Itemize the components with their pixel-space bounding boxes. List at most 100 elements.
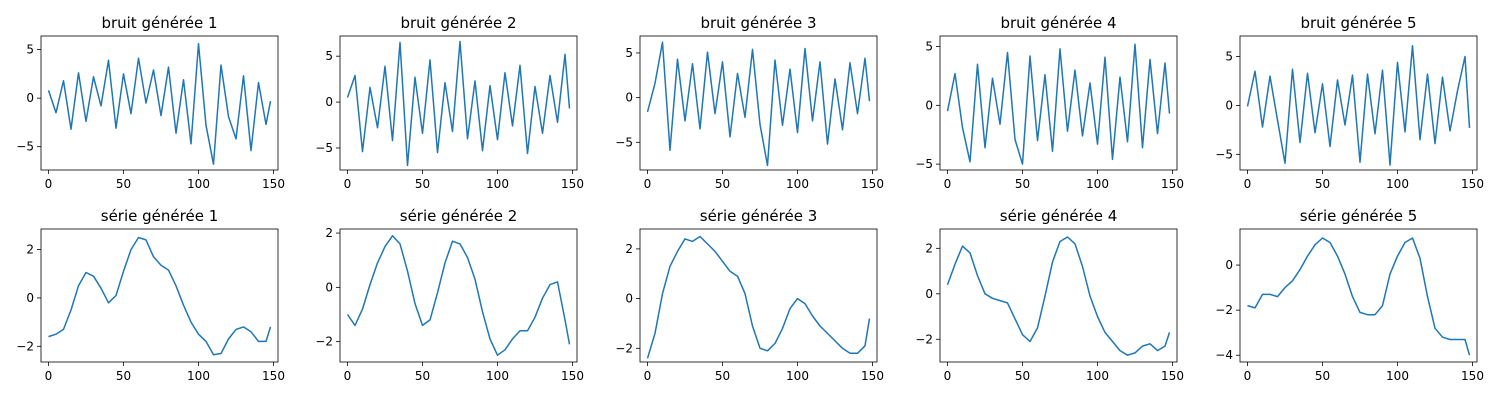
x-tick-label: 0 <box>1244 177 1252 191</box>
subplot-5: bruit générée 5 0 50 100 150 −5 0 5 <box>1215 14 1484 191</box>
chart-title: série générée 4 <box>1000 207 1117 225</box>
y-tick-label: 0 <box>925 287 933 301</box>
x-tick-label: 150 <box>861 369 884 383</box>
y-tick-label: −2 <box>915 332 933 346</box>
x-tick-label: 100 <box>486 177 509 191</box>
y-tick-label: 2 <box>925 241 933 255</box>
y-tick-label: 0 <box>625 292 633 306</box>
series-line <box>47 43 272 165</box>
x-tick-label: 50 <box>116 177 131 191</box>
x-tick-label: 100 <box>786 177 809 191</box>
x-tick-label: 150 <box>262 369 285 383</box>
x-tick-label: 150 <box>1161 369 1184 383</box>
x-tick-label: 50 <box>715 177 730 191</box>
subplot-2: bruit générée 2 0 50 100 150 −5 0 5 <box>315 14 584 191</box>
x-tick-label: 100 <box>1386 177 1409 191</box>
plot-frame <box>639 228 878 363</box>
series-line <box>1247 237 1471 356</box>
plot-frame <box>339 35 578 171</box>
x-tick-label: 0 <box>45 177 53 191</box>
subplot-9: série générée 4 0 50 100 150 −2 0 2 <box>915 207 1184 383</box>
x-tick-label: 150 <box>1461 177 1484 191</box>
x-tick-label: 150 <box>1461 369 1484 383</box>
x-tick-label: 0 <box>944 369 952 383</box>
y-tick-label: 5 <box>1225 50 1233 64</box>
y-tick-label: 0 <box>1225 98 1233 112</box>
x-tick-label: 100 <box>1086 369 1109 383</box>
y-tick-label: 5 <box>325 49 333 63</box>
y-tick-label: 2 <box>26 243 34 257</box>
plot-frame <box>939 35 1178 171</box>
x-tick-label: 150 <box>861 177 884 191</box>
series-line <box>646 235 871 359</box>
subplot-3: bruit générée 3 0 50 100 150 −5 0 5 <box>615 14 884 191</box>
y-tick-label: 5 <box>925 40 933 54</box>
x-tick-label: 150 <box>561 177 584 191</box>
x-tick-label: 0 <box>344 369 352 383</box>
y-tick-label: 0 <box>625 91 633 105</box>
x-tick-label: 150 <box>262 177 285 191</box>
plot-frame <box>639 35 878 171</box>
x-tick-label: 150 <box>561 369 584 383</box>
y-tick-label: −4 <box>1215 348 1233 362</box>
chart-title: série générée 2 <box>400 207 517 225</box>
plot-frame <box>40 35 279 171</box>
y-tick-label: 5 <box>625 46 633 60</box>
x-tick-label: 100 <box>486 369 509 383</box>
chart-title: bruit générée 3 <box>700 14 816 32</box>
x-tick-label: 100 <box>786 369 809 383</box>
plot-frame <box>40 228 279 363</box>
subplot-7: série générée 2 0 50 100 150 −2 0 2 <box>315 207 584 383</box>
x-tick-label: 50 <box>1015 177 1030 191</box>
x-tick-label: 50 <box>1315 369 1330 383</box>
y-tick-label: −5 <box>1215 147 1233 161</box>
x-tick-label: 50 <box>1315 177 1330 191</box>
y-tick-label: −2 <box>315 335 333 349</box>
series-line <box>1246 45 1471 166</box>
x-tick-label: 100 <box>1086 177 1109 191</box>
x-tick-label: 150 <box>1161 177 1184 191</box>
subplot-4: bruit générée 4 0 50 100 150 −5 0 5 <box>915 14 1184 191</box>
x-tick-label: 50 <box>715 369 730 383</box>
y-tick-label: −5 <box>915 157 933 171</box>
y-tick-label: −2 <box>1215 303 1233 317</box>
y-tick-label: −2 <box>16 339 34 353</box>
x-tick-label: 0 <box>344 177 352 191</box>
chart-title: série générée 1 <box>101 207 218 225</box>
x-tick-label: 100 <box>187 369 210 383</box>
subplot-8: série générée 3 0 50 100 150 −2 0 2 <box>615 207 884 383</box>
x-tick-label: 0 <box>944 177 952 191</box>
x-tick-label: 0 <box>45 369 53 383</box>
chart-title: série générée 5 <box>1300 207 1417 225</box>
y-tick-label: 2 <box>625 242 633 256</box>
plot-frame <box>1239 35 1478 171</box>
y-tick-label: 0 <box>325 280 333 294</box>
chart-title: bruit générée 2 <box>400 14 516 32</box>
plot-frame <box>939 228 1178 363</box>
y-tick-label: 0 <box>325 95 333 109</box>
plot-frame <box>339 228 578 363</box>
y-tick-label: −5 <box>315 141 333 155</box>
y-tick-label: 0 <box>1225 258 1233 272</box>
y-tick-label: 0 <box>26 291 34 305</box>
subplot-10: série générée 5 0 50 100 150 −4 −2 0 <box>1215 207 1484 383</box>
x-tick-label: 0 <box>1244 369 1252 383</box>
x-tick-label: 50 <box>116 369 131 383</box>
y-tick-label: 0 <box>26 91 34 105</box>
series-line <box>346 235 571 356</box>
chart-title: série générée 3 <box>700 207 817 225</box>
chart-title: bruit générée 1 <box>101 14 217 32</box>
plot-frame <box>1239 228 1478 363</box>
subplot-1: bruit générée 1 0 50 100 150 −5 0 5 <box>16 14 285 191</box>
x-tick-label: 50 <box>415 177 430 191</box>
y-tick-label: 5 <box>26 43 34 57</box>
x-tick-label: 100 <box>187 177 210 191</box>
x-tick-label: 0 <box>644 177 652 191</box>
series-line <box>346 40 571 167</box>
series-line <box>946 43 1171 165</box>
chart-title: bruit générée 5 <box>1300 14 1416 32</box>
y-tick-label: 2 <box>325 226 333 240</box>
series-line <box>646 41 871 167</box>
x-tick-label: 100 <box>1386 369 1409 383</box>
